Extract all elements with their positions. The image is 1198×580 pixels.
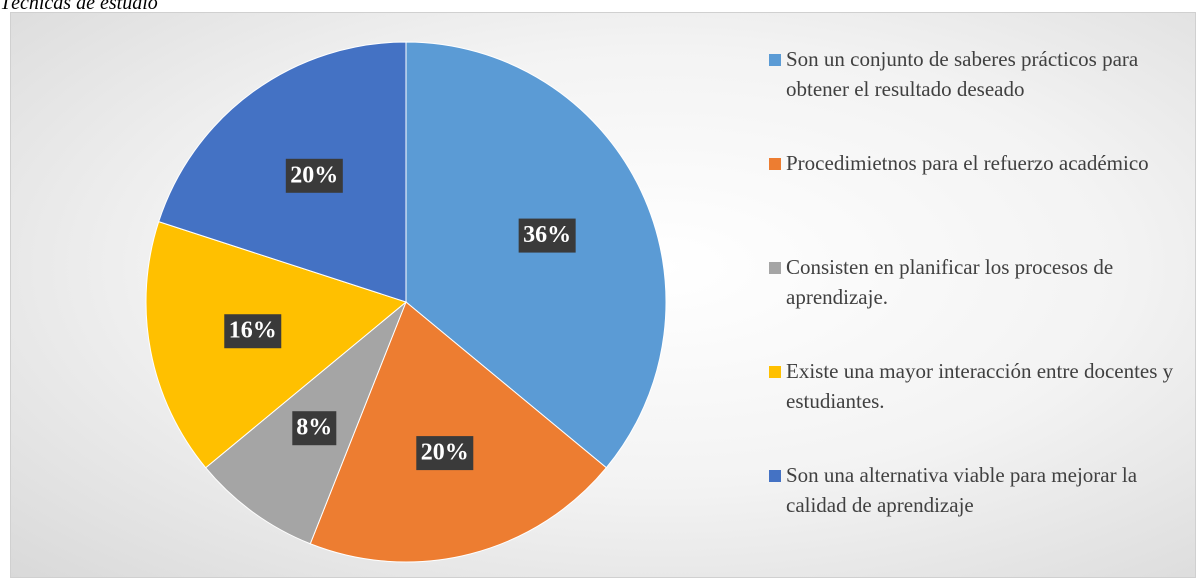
chart-title: Técnicas de estudio: [0, 0, 158, 14]
data-label-box: [416, 436, 474, 471]
legend-item: Son una alternativa viable para mejorar …: [766, 460, 1186, 564]
legend-label: Consisten en planificar los procesos de …: [786, 255, 1114, 309]
data-label: 20%: [421, 440, 469, 466]
data-label-box: [285, 158, 343, 193]
legend-swatch: [769, 366, 781, 378]
pie-slice: [309, 301, 608, 563]
data-label: 16%: [229, 318, 277, 344]
legend-swatch: [769, 158, 781, 170]
pie-slice: [158, 41, 407, 303]
data-label-box: [292, 411, 337, 446]
data-label-box: [518, 218, 576, 253]
legend-swatch: [769, 262, 781, 274]
legend-item: Procedimietnos para el refuerzo académic…: [766, 148, 1186, 252]
legend-item: Existe una mayor interacción entre docen…: [766, 356, 1186, 460]
data-label-box: [224, 314, 282, 349]
legend-label: Son un conjunto de saberes prácticos par…: [786, 47, 1139, 101]
data-label: 8%: [296, 415, 332, 441]
pie-slice: [405, 41, 667, 469]
legend-label: Existe una mayor interacción entre docen…: [786, 359, 1174, 413]
legend-item: Consisten en planificar los procesos de …: [766, 252, 1186, 356]
legend-label: Son una alternativa viable para mejorar …: [786, 463, 1138, 517]
data-label: 36%: [523, 222, 571, 248]
legend-swatch: [769, 470, 781, 482]
legend: Son un conjunto de saberes prácticos par…: [766, 44, 1186, 564]
legend-label: Procedimietnos para el refuerzo académic…: [786, 151, 1149, 175]
legend-item: Son un conjunto de saberes prácticos par…: [766, 44, 1186, 148]
legend-swatch: [769, 54, 781, 66]
data-label: 20%: [290, 162, 338, 188]
